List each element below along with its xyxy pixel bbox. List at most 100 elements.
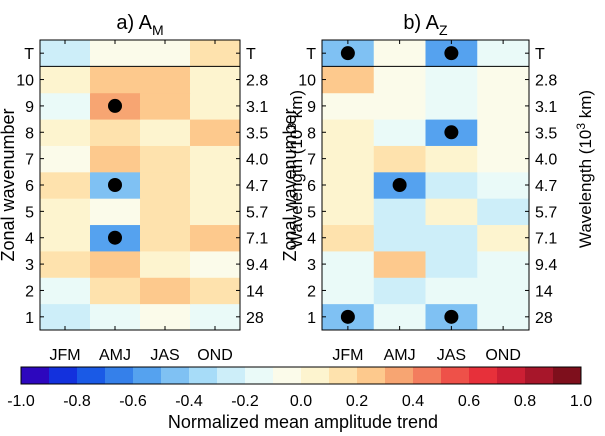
y2-tick-label: 28 <box>246 310 264 327</box>
colorbar-tick-label: -0.8 <box>63 393 91 410</box>
colorbar-swatch <box>189 367 218 384</box>
cell-JAS-9 <box>140 92 191 120</box>
colorbar-swatch <box>385 367 414 384</box>
cell-JFM-10 <box>322 66 375 94</box>
y2-tick-label: 7.1 <box>246 231 268 248</box>
y2-tick-label: T <box>535 46 545 63</box>
y-tick-label: 7 <box>25 152 34 169</box>
panel-title: a) AM <box>116 12 163 38</box>
cell-JFM-3 <box>40 250 91 278</box>
cell-JAS-T <box>140 40 191 67</box>
y-tick-label: 9 <box>25 99 34 116</box>
y-tick-label: 5 <box>307 204 316 221</box>
colorbar-swatch <box>497 367 526 384</box>
x-tick-label: JAS <box>150 347 179 364</box>
cell-AMJ-5 <box>373 198 426 226</box>
y2-tick-label: 2.8 <box>535 73 557 90</box>
cell-JFM-2 <box>322 277 375 305</box>
cell-JFM-9 <box>322 92 375 120</box>
colorbar-swatch <box>133 367 162 384</box>
colorbar-swatch <box>77 367 106 384</box>
cell-AMJ-7 <box>373 145 426 173</box>
colorbar-swatch <box>329 367 358 384</box>
cell-JFM-T <box>40 40 91 67</box>
y-tick-label: 8 <box>307 125 316 142</box>
colorbar-label: Normalized mean amplitude trend <box>168 412 438 432</box>
cell-OND-8 <box>190 119 241 146</box>
cell-AMJ-2 <box>90 277 141 305</box>
cell-JFM-8 <box>40 119 91 146</box>
y2-tick-label: T <box>246 46 256 63</box>
y-tick-label: 4 <box>307 231 316 248</box>
y-tick-label: 10 <box>16 73 34 90</box>
colorbar-swatch <box>161 367 190 384</box>
colorbar-swatch <box>357 367 386 384</box>
colorbar-tick-label: -0.2 <box>231 393 259 410</box>
y2-tick-label: 3.5 <box>246 125 268 142</box>
cell-OND-4 <box>190 224 241 252</box>
cell-JAS-4 <box>425 224 478 252</box>
cell-JAS-9 <box>425 92 478 120</box>
cell-JAS-5 <box>425 198 478 226</box>
significance-dot <box>340 309 355 324</box>
cell-JFM-8 <box>322 119 375 146</box>
cell-AMJ-9 <box>373 92 426 120</box>
y-tick-label: 2 <box>307 283 316 300</box>
cell-JFM-4 <box>40 224 91 252</box>
panel-b: 1 28 2 14 3 9.4 4 7.1 5 5.7 6 4.7 7 4.0 8 3.5 9 3.1 10 2.8 T… <box>280 12 595 364</box>
colorbar-tick-label: 0.0 <box>290 393 312 410</box>
y-tick-label: 6 <box>25 178 34 195</box>
colorbar-tick-label: -1.0 <box>7 393 35 410</box>
colorbar-tick-label: -0.4 <box>175 393 203 410</box>
colorbar-swatch <box>301 367 330 384</box>
x-tick-label: JFM <box>332 347 363 364</box>
cell-JAS-8 <box>140 119 191 146</box>
cell-OND-3 <box>477 250 530 278</box>
cell-OND-2 <box>190 277 241 305</box>
panel-a: 1 28 2 14 3 9.4 4 7.1 5 5.7 6 4.7 7 4.0 8 3.5 9 3.1 10 2.8 T… <box>0 12 306 364</box>
significance-dot <box>444 309 459 324</box>
cell-AMJ-5 <box>90 198 141 226</box>
cell-OND-6 <box>190 171 241 199</box>
significance-dot <box>444 46 459 61</box>
y-tick-label: 5 <box>25 204 34 221</box>
y-tick-label: 3 <box>307 257 316 274</box>
cell-JAS-3 <box>425 250 478 278</box>
y2-tick-label: 4.7 <box>246 178 268 195</box>
colorbar: -1.0 -0.8 -0.6 -0.4 -0.2 0.0 0.2 0.4 0.6 0.8 1.0 No… <box>7 366 592 432</box>
colorbar-swatch <box>469 367 498 384</box>
significance-dot <box>108 178 122 192</box>
cell-AMJ-T <box>373 40 426 67</box>
colorbar-swatch <box>525 367 554 384</box>
colorbar-swatch <box>217 367 246 384</box>
y2-tick-label: 3.5 <box>535 125 557 142</box>
colorbar-swatch <box>49 367 78 384</box>
cell-JAS-10 <box>425 66 478 94</box>
y2-tick-label: 9.4 <box>535 257 557 274</box>
colorbar-tick-label: 0.4 <box>402 393 424 410</box>
y2-tick-label: 14 <box>246 283 264 300</box>
cell-JAS-2 <box>425 277 478 305</box>
colorbar-frame <box>20 366 582 385</box>
cell-JAS-4 <box>140 224 191 252</box>
significance-dot <box>444 125 459 140</box>
cell-OND-4 <box>477 224 530 252</box>
cell-AMJ-10 <box>90 66 141 94</box>
y-tick-label: 2 <box>25 283 34 300</box>
cell-OND-3 <box>190 250 241 278</box>
colorbar-tick-label: 1.0 <box>570 393 592 410</box>
y-tick-label: 4 <box>25 231 34 248</box>
colorbar-swatch <box>21 367 50 384</box>
cell-JAS-6 <box>425 171 478 199</box>
y2-tick-label: 9.4 <box>246 257 268 274</box>
cell-AMJ-3 <box>373 250 426 278</box>
significance-dot <box>108 230 122 245</box>
cell-AMJ-8 <box>90 119 141 146</box>
cell-JFM-10 <box>40 66 91 94</box>
y-axis-label: Zonal wavenumber <box>0 108 18 261</box>
colorbar-tick-label: 0.6 <box>458 393 480 410</box>
significance-dot <box>392 178 407 192</box>
cell-JAS-3 <box>140 250 191 278</box>
y2-tick-label: 7.1 <box>535 231 557 248</box>
colorbar-tick-label: 0.8 <box>514 393 536 410</box>
